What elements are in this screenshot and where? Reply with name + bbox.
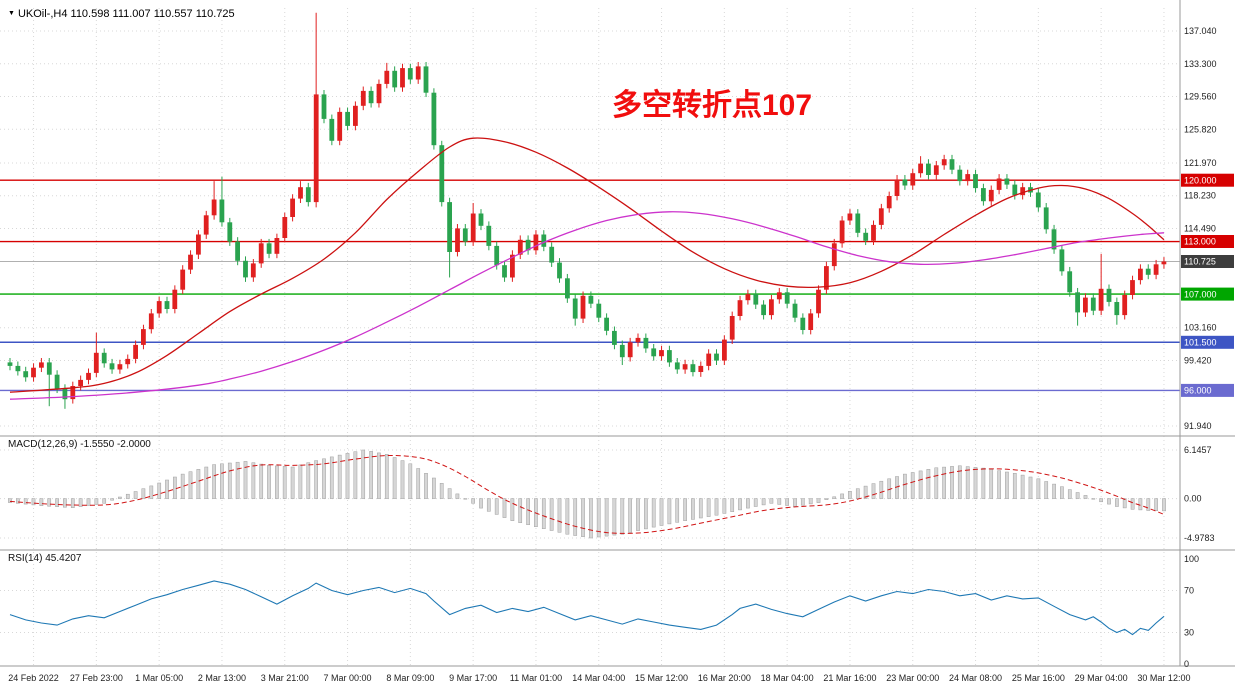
svg-text:129.560: 129.560 — [1184, 92, 1217, 102]
svg-text:0: 0 — [1184, 659, 1189, 669]
candles — [7, 12, 1167, 409]
svg-text:24 Mar 08:00: 24 Mar 08:00 — [949, 673, 1002, 683]
symbol-ohlc-header: ▼ UKOil-,H4 110.598 111.007 110.557 110.7… — [8, 8, 235, 20]
svg-text:2 Mar 13:00: 2 Mar 13:00 — [198, 673, 246, 683]
price-tags: 120.000 113.000 107.000 101.500 96.000 110.72… — [1181, 173, 1234, 397]
svg-text:113.000: 113.000 — [1184, 237, 1216, 247]
svg-text:16 Mar 20:00: 16 Mar 20:00 — [698, 673, 751, 683]
svg-text:110.725: 110.725 — [1184, 257, 1216, 267]
svg-text:0.00: 0.00 — [1184, 494, 1202, 504]
svg-text:114.490: 114.490 — [1184, 223, 1216, 233]
svg-text:29 Mar 04:00: 29 Mar 04:00 — [1075, 673, 1128, 683]
svg-text:9 Mar 17:00: 9 Mar 17:00 — [449, 673, 497, 683]
svg-text:101.500: 101.500 — [1184, 337, 1217, 347]
rsi-line — [9, 580, 1165, 636]
ohlc-values: 110.598 111.007 110.557 110.725 — [70, 8, 235, 20]
svg-text:15 Mar 12:00: 15 Mar 12:00 — [635, 673, 688, 683]
svg-text:100: 100 — [1184, 554, 1199, 564]
macd-indicator-label: MACD(12,26,9) -1.5550 -2.0000 — [8, 439, 151, 450]
svg-text:70: 70 — [1184, 586, 1194, 596]
svg-text:125.820: 125.820 — [1184, 124, 1217, 134]
time-axis-labels: 24 Feb 2022 27 Feb 23:00 1 Mar 05:00 2 Mar … — [8, 673, 1190, 683]
svg-text:23 Mar 00:00: 23 Mar 00:00 — [886, 673, 939, 683]
grid-lines — [0, 8, 1180, 666]
chart-annotation-text: 多空转折点107 — [612, 89, 813, 122]
svg-text:137.040: 137.040 — [1184, 26, 1217, 36]
svg-text:6.1457: 6.1457 — [1184, 445, 1212, 455]
svg-text:133.300: 133.300 — [1184, 59, 1217, 69]
svg-text:11 Mar 01:00: 11 Mar 01:00 — [510, 673, 562, 683]
svg-text:91.940: 91.940 — [1184, 421, 1212, 431]
svg-text:3 Mar 21:00: 3 Mar 21:00 — [261, 673, 309, 683]
macd-histogram — [8, 449, 1166, 539]
price-axis-labels: 137.040 133.300 129.560 125.820 121.970 118.2… — [1184, 26, 1217, 669]
svg-text:27 Feb 23:00: 27 Feb 23:00 — [70, 673, 123, 683]
panel-separators — [0, 0, 1235, 667]
svg-text:96.000: 96.000 — [1184, 386, 1212, 396]
svg-text:18 Mar 04:00: 18 Mar 04:00 — [761, 673, 814, 683]
svg-text:30 Mar 12:00: 30 Mar 12:00 — [1137, 673, 1190, 683]
svg-text:1 Mar 05:00: 1 Mar 05:00 — [135, 673, 183, 683]
svg-text:-4.9783: -4.9783 — [1184, 533, 1215, 543]
svg-text:8 Mar 09:00: 8 Mar 09:00 — [386, 673, 434, 683]
svg-text:14 Mar 04:00: 14 Mar 04:00 — [572, 673, 625, 683]
svg-text:25 Mar 16:00: 25 Mar 16:00 — [1012, 673, 1065, 683]
rsi-indicator-label: RSI(14) 45.4207 — [8, 553, 82, 564]
svg-text:103.160: 103.160 — [1184, 323, 1217, 333]
svg-text:121.970: 121.970 — [1184, 158, 1217, 168]
svg-text:21 Mar 16:00: 21 Mar 16:00 — [823, 673, 876, 683]
svg-text:24 Feb 2022: 24 Feb 2022 — [8, 673, 59, 683]
svg-text:118.230: 118.230 — [1184, 191, 1216, 201]
symbol-timeframe: UKOil-,H4 — [17, 8, 68, 20]
svg-text:30: 30 — [1184, 628, 1194, 638]
moving-average-lines — [9, 137, 1165, 400]
macd-signal-line — [9, 454, 1165, 534]
symbol-collapse-icon[interactable]: ▼ — [8, 10, 15, 17]
svg-text:107.000: 107.000 — [1184, 289, 1217, 299]
svg-text:7 Mar 00:00: 7 Mar 00:00 — [324, 673, 372, 683]
svg-text:99.420: 99.420 — [1184, 355, 1212, 365]
svg-text:120.000: 120.000 — [1184, 175, 1217, 185]
